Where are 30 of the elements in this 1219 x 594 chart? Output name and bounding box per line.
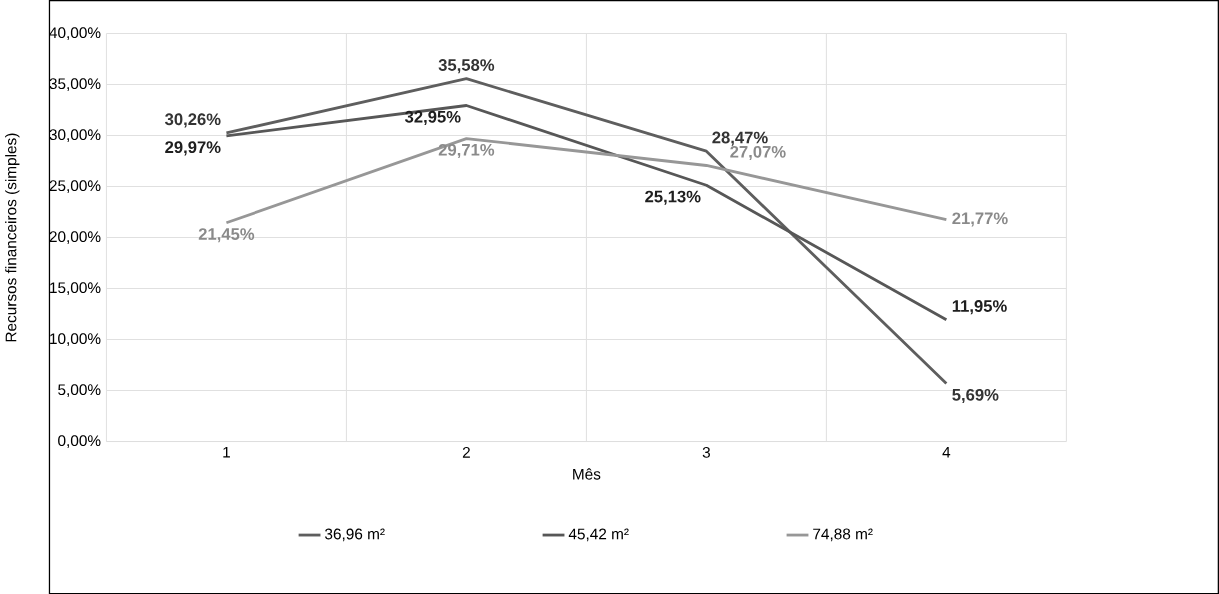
data-label: 28,47% bbox=[712, 131, 768, 146]
y-axis-title: Recursos financeiros (simples) bbox=[5, 133, 20, 342]
y-tick-label: 15,00% bbox=[50, 282, 101, 295]
y-tick-label: 35,00% bbox=[49, 78, 101, 91]
data-label: 11,95% bbox=[952, 300, 1007, 315]
data-label: 25,13% bbox=[645, 190, 701, 205]
data-label: 29,71% bbox=[438, 143, 495, 159]
y-tick-label: 30,00% bbox=[49, 129, 101, 142]
legend-label: 74,88 m² bbox=[813, 528, 873, 542]
legend-label: 36,96 m² bbox=[325, 528, 385, 542]
data-label: 27,07% bbox=[730, 145, 786, 160]
y-tick-label: 40,00% bbox=[49, 27, 101, 40]
data-label: 21,77% bbox=[952, 212, 1008, 227]
x-tick-label: 3 bbox=[702, 446, 710, 458]
data-label: 30,26% bbox=[164, 113, 221, 128]
data-label: 5,69% bbox=[952, 388, 999, 404]
data-label: 35,58% bbox=[438, 59, 495, 74]
x-axis-title: Mês bbox=[573, 468, 601, 480]
data-label: 32,95% bbox=[404, 110, 461, 125]
legend-label: 45,42 m² bbox=[568, 528, 629, 542]
y-tick-label: 20,00% bbox=[49, 231, 101, 244]
data-label: 21,45% bbox=[198, 228, 255, 243]
y-tick-label: 25,00% bbox=[49, 180, 101, 193]
data-label: 29,97% bbox=[165, 141, 221, 156]
y-tick-label: 0,00% bbox=[58, 435, 101, 448]
y-tick-label: 5,00% bbox=[58, 384, 101, 397]
x-tick-label: 2 bbox=[462, 446, 470, 458]
x-tick-label: 4 bbox=[942, 446, 951, 458]
x-tick-label: 1 bbox=[223, 446, 230, 458]
y-tick-label: 10,00% bbox=[50, 333, 101, 346]
